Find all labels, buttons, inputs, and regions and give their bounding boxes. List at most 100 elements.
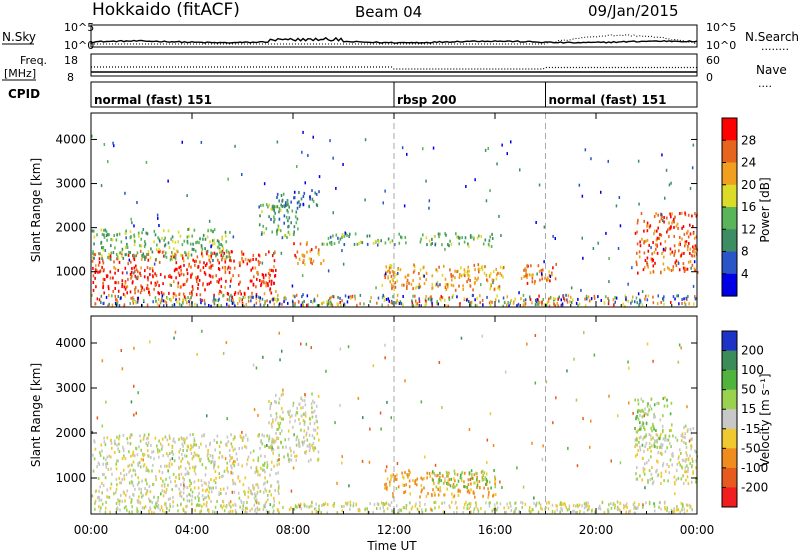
heatmap-cell [465, 185, 467, 188]
heatmap-cell [337, 295, 339, 299]
heatmap-cell [534, 381, 537, 385]
heatmap-cell [176, 250, 179, 254]
heatmap-cell [280, 194, 283, 197]
heatmap-cell [192, 287, 194, 291]
heatmap-cell [131, 281, 134, 285]
heatmap-cell [208, 219, 211, 223]
date-title: 09/Jan/2015 [588, 2, 679, 20]
heatmap-cell [229, 500, 232, 504]
heatmap-cell [167, 483, 169, 487]
heatmap-cell [685, 478, 687, 482]
heatmap-cell [671, 221, 673, 225]
heatmap-cell [432, 478, 434, 482]
heatmap-cell [266, 444, 268, 447]
heatmap-cell [218, 243, 221, 247]
heatmap-cell [135, 446, 137, 450]
heatmap-cell [232, 298, 234, 302]
heatmap-cell [210, 254, 212, 258]
heatmap-cell [121, 271, 124, 275]
heatmap-cell [651, 476, 653, 480]
heatmap-cell [278, 484, 280, 488]
heatmap-cell [103, 440, 106, 444]
heatmap-cell [187, 296, 189, 299]
heatmap-cell [368, 460, 371, 464]
heatmap-cell [101, 257, 103, 261]
heatmap-cell [215, 476, 217, 480]
heatmap-cell [228, 295, 231, 299]
heatmap-cell [118, 442, 120, 446]
heatmap-cell [257, 456, 260, 460]
heatmap-cell [632, 295, 634, 299]
heatmap-cell [666, 398, 668, 402]
colorbar-swatch [722, 184, 737, 208]
heatmap-cell [268, 437, 271, 440]
heatmap-cell [531, 441, 533, 445]
heatmap-cell [479, 301, 481, 305]
heatmap-cell [193, 443, 195, 447]
heatmap-cell [339, 403, 341, 407]
heatmap-cell [642, 437, 644, 441]
heatmap-cell [316, 294, 319, 298]
heatmap-cell [233, 460, 235, 464]
heatmap-cell [282, 417, 284, 421]
heatmap-cell [287, 437, 290, 441]
heatmap-cell [694, 250, 696, 254]
heatmap-cell [240, 501, 243, 504]
heatmap-cell [183, 454, 186, 458]
heatmap-cell [191, 498, 193, 502]
heatmap-cell [686, 509, 688, 513]
heatmap-cell [361, 241, 364, 245]
heatmap-cell [463, 485, 466, 489]
heatmap-cell [656, 236, 659, 240]
heatmap-cell [133, 234, 136, 238]
heatmap-cell [245, 446, 248, 450]
heatmap-cell [660, 233, 663, 237]
heatmap-cell [251, 291, 253, 295]
nsky-trace [90, 36, 698, 44]
heatmap-cell [628, 366, 630, 370]
heatmap-cell [479, 294, 481, 298]
heatmap-cell [484, 265, 486, 269]
heatmap-cell [681, 432, 684, 436]
heatmap-cell [161, 471, 164, 475]
heatmap-cell [174, 252, 176, 256]
heatmap-cell [639, 474, 641, 478]
heatmap-cell [181, 452, 183, 456]
heatmap-cell [590, 297, 593, 300]
heatmap-cell [467, 277, 470, 281]
heatmap-cell [463, 503, 466, 506]
heatmap-cell [290, 453, 293, 457]
heatmap-cell [672, 434, 674, 438]
heatmap-cell [289, 420, 291, 424]
heatmap-cell [491, 237, 494, 240]
heatmap-cell [191, 457, 194, 461]
heatmap-cell [510, 299, 512, 303]
heatmap-cell [304, 393, 306, 396]
heatmap-cell [685, 503, 688, 507]
heatmap-cell [203, 502, 205, 506]
heatmap-cell [222, 500, 225, 504]
heatmap-cell [405, 503, 408, 507]
heatmap-cell [270, 291, 273, 295]
heatmap-cell [279, 358, 281, 362]
heatmap-cell [119, 499, 121, 503]
heatmap-cell [481, 334, 483, 338]
heatmap-cell [288, 216, 291, 220]
heatmap-cell [297, 300, 300, 304]
heatmap-cell [637, 428, 639, 432]
heatmap-cell [108, 252, 110, 256]
heatmap-cell [576, 503, 579, 507]
heatmap-cell [483, 271, 486, 275]
heatmap-cell [471, 473, 473, 477]
heatmap-cell [694, 449, 696, 453]
heatmap-cell [670, 181, 672, 185]
heatmap-cell [391, 239, 394, 243]
heatmap-cell [378, 240, 380, 244]
heatmap-cell [662, 437, 665, 441]
heatmap-cell [458, 276, 461, 279]
heatmap-cell [509, 501, 511, 505]
heatmap-cell [390, 283, 393, 287]
heatmap-cell [438, 235, 440, 239]
heatmap-cell [226, 466, 228, 470]
